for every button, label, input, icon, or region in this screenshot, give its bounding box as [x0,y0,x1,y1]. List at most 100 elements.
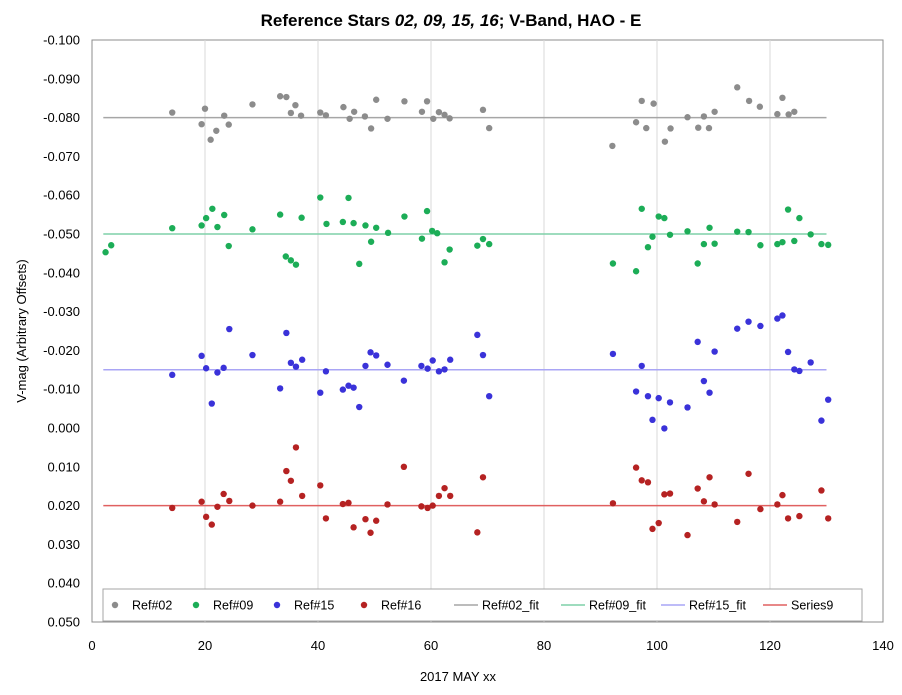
data-point-ref-09 [479,235,487,243]
data-point-ref-16 [435,492,443,500]
y-axis-label: V-mag (Arbitrary Offsets) [14,259,29,403]
data-point-ref-02 [283,93,290,101]
legend-items: Ref#02 Ref#09 Ref#15 Ref#16 Ref#02_fit Ref#09… [111,599,833,613]
chart-title-part: 02, 09, 15, 16 [395,11,500,30]
data-point-ref-02 [705,124,713,132]
data-point-ref-15 [214,369,221,376]
data-point-ref-09 [292,261,300,268]
data-point-ref-15 [638,362,645,370]
data-point-ref-02 [169,109,176,116]
data-point-ref-09 [401,213,408,220]
data-point-ref-09 [694,260,701,267]
data-point-ref-16 [666,490,674,497]
data-point-ref-02 [756,103,764,110]
data-point-ref-15 [339,386,347,393]
data-point-ref-09 [276,211,284,218]
data-point-ref-09 [225,242,232,250]
data-point-ref-09 [282,253,289,260]
data-point-ref-09 [317,194,324,201]
chart-title: Reference Stars 02, 09, 15, 16; V-Band, … [261,11,642,30]
data-point-ref-02 [700,113,708,120]
data-point-ref-16 [202,513,210,521]
data-point-ref-15 [791,366,798,373]
data-point-ref-02 [201,105,209,112]
data-point-ref-09 [779,238,786,246]
data-point-ref-16 [649,525,656,533]
data-point-ref-02 [276,93,284,100]
data-point-ref-15 [435,368,443,375]
data-point-ref-09 [428,227,436,235]
data-point-ref-02 [322,112,330,119]
data-point-ref-15 [706,389,713,396]
data-point-ref-16 [287,477,295,484]
data-point-ref-09 [214,223,221,231]
data-point-ref-15 [283,329,290,337]
data-point-ref-16 [276,498,284,505]
y-axis-ticks: -0.100 -0.090 -0.080 -0.070 -0.060 -0.050 -0.0… [43,33,80,630]
data-point-ref-16 [655,519,662,527]
data-point-ref-16 [372,517,380,524]
data-point-ref-15 [367,349,374,356]
data-point-ref-09 [434,230,441,237]
y-tick-label: -0.010 [43,382,80,397]
data-point-ref-15 [317,389,324,396]
data-point-ref-15 [632,388,640,395]
data-point-ref-09 [666,231,674,238]
data-point-ref-09 [350,219,357,227]
data-point-ref-15 [684,404,691,411]
data-point-ref-02 [384,115,391,122]
data-point-ref-15 [424,365,431,372]
data-point-ref-02 [711,108,718,115]
data-point-ref-15 [322,368,330,375]
y-tick-label: -0.080 [43,110,80,125]
data-point-ref-15 [249,351,256,359]
data-point-ref-09 [745,228,752,236]
legend-label: Series9 [791,599,833,613]
data-point-ref-15 [372,352,380,359]
data-point-ref-09 [356,260,363,268]
data-point-ref-09 [169,224,176,232]
data-point-ref-09 [706,224,713,231]
data-point-ref-15 [807,359,814,366]
data-point-ref-02 [361,113,369,120]
data-point-ref-15 [287,359,295,367]
data-point-ref-15 [198,352,205,360]
y-tick-label: 0.030 [47,537,80,552]
data-point-ref-02 [785,111,792,118]
x-tick-label: 60 [424,638,438,653]
gridlines [204,40,771,622]
data-point-ref-02 [609,142,616,150]
legend-swatch [360,601,368,609]
data-point-ref-02 [287,109,295,117]
data-point-ref-09 [824,241,832,249]
data-point-ref-15 [734,325,741,332]
data-point-ref-02 [430,115,437,122]
data-point-ref-16 [249,502,256,509]
data-point-ref-09 [655,213,662,220]
data-point-ref-15 [400,377,408,384]
legend-label: Ref#02_fit [482,599,540,613]
data-point-ref-02 [774,110,781,118]
data-point-ref-09 [418,235,426,242]
data-point-ref-15 [745,318,752,325]
data-point-ref-09 [684,228,691,235]
data-point-ref-16 [700,498,708,505]
data-point-ref-09 [474,242,481,249]
data-point-ref-09 [784,206,792,213]
data-point-ref-16 [774,501,781,508]
data-point-ref-02 [213,127,220,134]
y-tick-label: -0.100 [43,33,80,48]
data-point-ref-09 [661,214,668,222]
legend: Ref#02 Ref#09 Ref#15 Ref#16 Ref#02_fit Ref#09… [102,588,863,622]
data-point-ref-02 [401,98,408,105]
data-point-ref-16 [384,501,391,508]
data-point-ref-15 [220,364,227,372]
data-point-ref-02 [684,114,691,121]
y-tick-label: -0.040 [43,265,80,280]
data-point-ref-15 [666,399,674,406]
legend-box [102,588,863,622]
data-point-ref-02 [346,115,353,122]
data-point-ref-15 [418,362,425,370]
data-point-ref-02 [632,119,640,126]
data-point-ref-15 [429,357,436,364]
